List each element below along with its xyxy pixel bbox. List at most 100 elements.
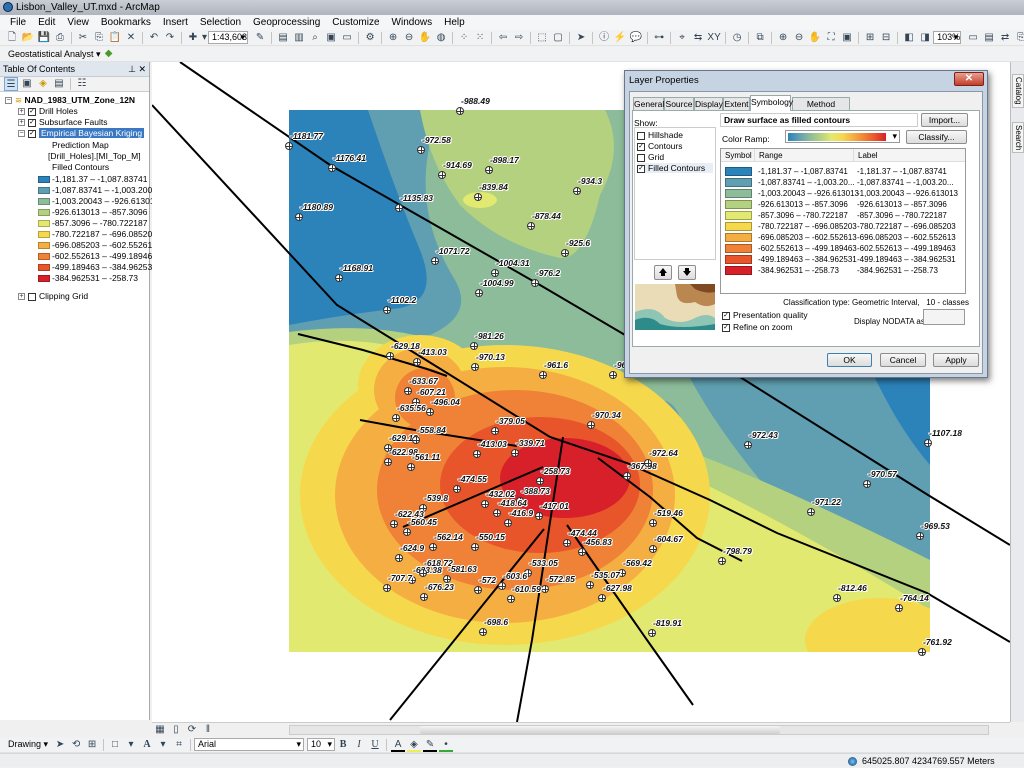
drill-hole-marker[interactable] bbox=[918, 648, 926, 656]
model-builder-icon[interactable]: ⚙ bbox=[365, 31, 375, 43]
drill-hole-marker[interactable] bbox=[493, 509, 501, 517]
drill-hole-marker[interactable] bbox=[531, 279, 539, 287]
marker-color-icon[interactable]: • bbox=[439, 738, 454, 752]
editor-icon[interactable]: ✎ bbox=[255, 31, 265, 43]
redo-icon[interactable]: ↷ bbox=[165, 31, 175, 43]
cancel-button[interactable]: Cancel bbox=[880, 353, 926, 367]
drill-hole-marker[interactable] bbox=[498, 582, 506, 590]
drill-hole-marker[interactable] bbox=[429, 543, 437, 551]
fill-color-icon[interactable]: ◈ bbox=[407, 738, 422, 752]
drill-hole-marker[interactable] bbox=[470, 342, 478, 350]
data-driven-pages-icon[interactable]: ⎘ bbox=[1017, 31, 1024, 43]
layout-back-icon[interactable]: ◧ bbox=[904, 31, 914, 43]
drill-hole-marker[interactable] bbox=[491, 427, 499, 435]
label-cell[interactable]: -926.613013 – -857.3096 bbox=[857, 200, 947, 209]
drill-hole-marker[interactable] bbox=[916, 532, 924, 540]
geostatistical-analyst-menu[interactable]: Geostatistical Analyst ▾ bbox=[8, 48, 101, 59]
layout-zoom-combo[interactable]: 103% bbox=[933, 31, 962, 44]
menu-selection[interactable]: Selection bbox=[199, 17, 242, 28]
drill-hole-marker[interactable] bbox=[648, 629, 656, 637]
drill-hole-marker[interactable] bbox=[453, 485, 461, 493]
drill-hole-marker[interactable] bbox=[408, 576, 416, 584]
label-cell[interactable]: -1,181.37 – -1,087.83741 bbox=[857, 167, 947, 176]
drill-hole-marker[interactable] bbox=[527, 222, 535, 230]
checkbox[interactable] bbox=[637, 153, 645, 162]
drill-hole-marker[interactable] bbox=[644, 459, 652, 467]
drill-hole-marker[interactable] bbox=[924, 439, 932, 447]
search-window-icon[interactable]: ⌕ bbox=[312, 31, 318, 43]
checkbox[interactable]: ✓ bbox=[637, 164, 645, 173]
expand-icon[interactable]: + bbox=[18, 119, 25, 127]
select-elements-icon[interactable]: ➤ bbox=[55, 738, 65, 750]
symbol-row[interactable]: -384.962531 – -258.73 -384.962531 – -258.… bbox=[721, 265, 966, 276]
drill-hole-marker[interactable] bbox=[807, 508, 815, 516]
create-viewer-window-icon[interactable]: ⧉ bbox=[756, 31, 764, 43]
rectangle-icon[interactable]: □ bbox=[112, 738, 119, 750]
drill-hole-marker[interactable] bbox=[404, 387, 412, 395]
drill-hole-marker[interactable] bbox=[295, 213, 303, 221]
drill-hole-marker[interactable] bbox=[578, 548, 586, 556]
undo-icon[interactable]: ↶ bbox=[149, 31, 159, 43]
tab-general[interactable]: General bbox=[633, 97, 665, 110]
drill-hole-marker[interactable] bbox=[419, 504, 427, 512]
drill-hole-marker[interactable] bbox=[474, 586, 482, 594]
drill-hole-marker[interactable] bbox=[413, 358, 421, 366]
horizontal-scrollbar[interactable] bbox=[289, 725, 989, 735]
new-document-icon[interactable]: 🗋 bbox=[7, 31, 17, 43]
toc-layer[interactable]: + ✓ Drill Holes bbox=[18, 106, 78, 116]
label-cell[interactable]: -1,003.20043 – -926.613013 bbox=[857, 189, 958, 198]
drill-hole-marker[interactable] bbox=[563, 539, 571, 547]
measure-icon[interactable]: ⊶ bbox=[654, 31, 665, 43]
html-popup-icon[interactable]: 💬 bbox=[629, 31, 643, 43]
drill-hole-marker[interactable] bbox=[474, 193, 482, 201]
layer-visibility-checkbox[interactable]: ✓ bbox=[28, 107, 36, 116]
layout-full-extent-icon[interactable]: ⛶ bbox=[827, 31, 835, 43]
label-cell[interactable]: -384.962531 – -258.73 bbox=[857, 266, 938, 275]
column-header-range[interactable]: Range bbox=[754, 149, 783, 162]
drill-hole-marker[interactable] bbox=[383, 584, 391, 592]
drill-hole-marker[interactable] bbox=[443, 575, 451, 583]
layer-visibility-checkbox[interactable] bbox=[28, 292, 36, 301]
toc-data-frame[interactable]: − ≋ NAD_1983_UTM_Zone_12N bbox=[5, 95, 135, 105]
zoom-to-selected-elements-icon[interactable]: ⊞ bbox=[87, 738, 97, 750]
drill-hole-marker[interactable] bbox=[649, 545, 657, 553]
catalog-tab[interactable]: Catalog bbox=[1012, 74, 1024, 108]
label-cell[interactable]: -1,087.83741 – -1,003.20... bbox=[857, 178, 954, 187]
rotate-icon[interactable]: ⟲ bbox=[71, 738, 81, 750]
drill-hole-marker[interactable] bbox=[392, 414, 400, 422]
find-route-icon[interactable]: ⇆ bbox=[693, 31, 703, 43]
toggle-draft-mode-icon[interactable]: ▭ bbox=[968, 31, 978, 43]
data-view-icon[interactable]: ▯ bbox=[173, 723, 179, 735]
drill-hole-marker[interactable] bbox=[718, 557, 726, 565]
drill-hole-marker[interactable] bbox=[609, 371, 617, 379]
drill-hole-marker[interactable] bbox=[412, 398, 420, 406]
drill-hole-marker[interactable] bbox=[328, 164, 336, 172]
symbol-row[interactable]: -499.189463 – -384.962531 -499.189463 – -… bbox=[721, 254, 966, 265]
symbol-swatch[interactable] bbox=[725, 222, 752, 231]
pan-icon[interactable]: ✋ bbox=[418, 31, 432, 43]
drill-hole-marker[interactable] bbox=[390, 520, 398, 528]
symbol-row[interactable]: -1,003.20043 – -926.613013 -1,003.20043 –… bbox=[721, 188, 966, 199]
column-header-symbol[interactable]: Symbol bbox=[725, 151, 752, 160]
apply-button[interactable]: Apply bbox=[933, 353, 979, 367]
text-icon[interactable]: A bbox=[143, 738, 151, 750]
scroll-thumb[interactable] bbox=[420, 726, 780, 734]
move-up-button[interactable]: 🡅 bbox=[654, 265, 672, 280]
drill-hole-marker[interactable] bbox=[833, 594, 841, 602]
tab-display[interactable]: Display bbox=[694, 97, 723, 110]
drill-hole-marker[interactable] bbox=[403, 528, 411, 536]
font-color-icon[interactable]: A bbox=[391, 738, 406, 752]
drill-hole-marker[interactable] bbox=[438, 171, 446, 179]
show-item-contours[interactable]: ✓ Contours bbox=[637, 141, 683, 151]
label-cell[interactable]: -780.722187 – -696.085203 bbox=[857, 222, 956, 231]
copy-icon[interactable]: ⎘ bbox=[95, 31, 103, 43]
go-to-xy-icon[interactable]: XY bbox=[707, 31, 721, 43]
drill-hole-marker[interactable] bbox=[386, 352, 394, 360]
text-dropdown-icon[interactable]: ▾ bbox=[160, 738, 166, 750]
menu-geoprocessing[interactable]: Geoprocessing bbox=[253, 17, 321, 28]
forward-icon[interactable]: ⇨ bbox=[514, 31, 524, 43]
select-elements-icon[interactable]: ➤ bbox=[576, 31, 586, 43]
symbol-row[interactable]: -926.613013 – -857.3096 -926.613013 – -85… bbox=[721, 199, 966, 210]
layout-view-icon[interactable]: ▦ bbox=[155, 723, 165, 735]
expand-icon[interactable]: + bbox=[18, 293, 25, 301]
